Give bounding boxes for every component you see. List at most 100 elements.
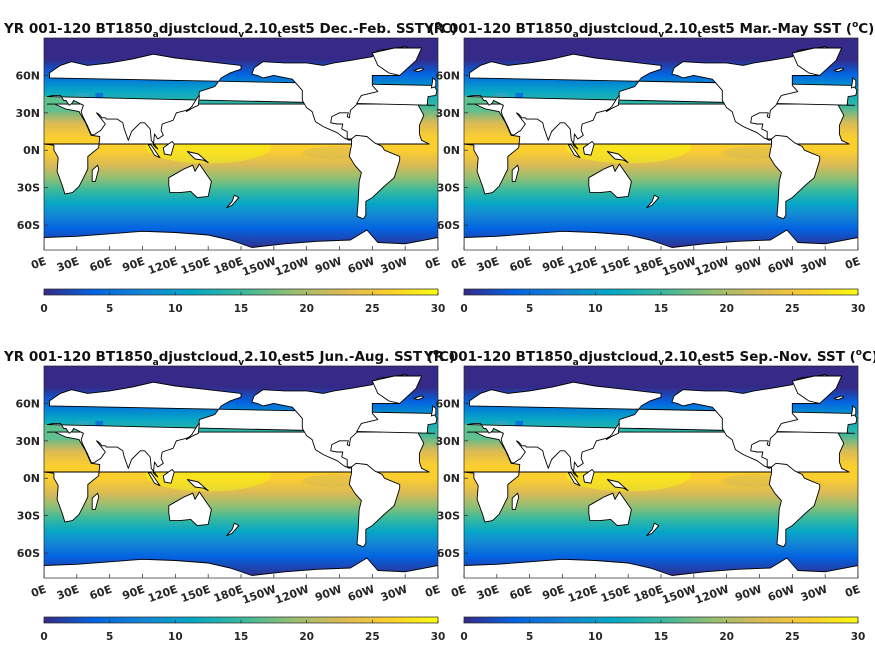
- black-sea: [494, 420, 509, 428]
- antarctica-land: [44, 557, 438, 578]
- nz-land: [646, 194, 660, 209]
- colorbar-tick-label: 30: [431, 631, 446, 643]
- colorbar-tick-label: 20: [299, 631, 314, 643]
- y-tick-label: 30N: [435, 435, 460, 448]
- japan-land: [185, 94, 200, 113]
- nz-land: [226, 194, 240, 209]
- y-tick-label: 30S: [17, 182, 40, 195]
- y-tick-label: 0N: [23, 144, 40, 157]
- antarctica-land: [464, 229, 858, 250]
- colorbar-tick-label: 30: [431, 303, 446, 315]
- map-panel-mam: 60N 30N 0N 30S 60S 0E 30E 60E 90E 120E 150E 180E 150…: [420, 0, 874, 328]
- x-tick-label: 60E: [508, 583, 534, 603]
- colorbar-tick-label: 10: [588, 303, 603, 315]
- x-tick-label: 60W: [346, 255, 376, 277]
- antarctica-land: [464, 557, 858, 578]
- x-tick-label: 120W: [693, 255, 730, 279]
- y-tick-label: 30S: [437, 510, 460, 523]
- colorbar-tick-label: 25: [785, 631, 800, 643]
- x-tick-label: 0E: [843, 255, 862, 272]
- sumatra-land: [567, 143, 581, 159]
- x-tick-label: 0E: [449, 583, 468, 600]
- black-sea: [494, 92, 509, 100]
- map-panel-jja: 60N 30N 0N 30S 60S 0E 30E 60E 90E 120E 150E 180E 150…: [0, 328, 455, 656]
- colorbar-tick-label: 25: [785, 303, 800, 315]
- panel-title: YR 001-120 BT1850adjustcloudv2.10test5 M…: [423, 20, 874, 40]
- x-tick-label: 150E: [179, 583, 212, 606]
- x-tick-label: 30E: [475, 255, 501, 275]
- nz-land: [646, 522, 660, 537]
- sst-field: [44, 366, 438, 578]
- japan-land: [605, 94, 620, 113]
- colorbar-tick-label: 0: [40, 631, 47, 643]
- new-guinea-land: [606, 151, 629, 164]
- x-tick-label: 150E: [599, 255, 632, 278]
- eurasia-land: [46, 381, 438, 478]
- x-tick-label: 120W: [273, 583, 310, 607]
- madagascar-land: [511, 492, 520, 510]
- x-tick-label: 90W: [313, 583, 343, 605]
- black-sea: [74, 420, 89, 428]
- south-america-land: [768, 134, 821, 220]
- madagascar-land: [511, 164, 520, 182]
- x-tick-label: 30W: [379, 583, 409, 605]
- x-tick-label: 60W: [346, 583, 376, 605]
- uk-land: [430, 77, 437, 89]
- colorbar-tick-label: 30: [851, 631, 866, 643]
- y-tick-label: 0N: [443, 472, 460, 485]
- map-panel-son: 60N 30N 0N 30S 60S 0E 30E 60E 90E 120E 150E 180E 150…: [420, 328, 875, 656]
- x-tick-label: 120W: [693, 583, 730, 607]
- colorbar-tick-label: 20: [299, 303, 314, 315]
- iceland-land: [833, 67, 845, 73]
- madagascar-land: [91, 164, 100, 182]
- australia-land: [168, 491, 212, 527]
- x-tick-label: 30W: [799, 255, 829, 277]
- uk-land: [430, 405, 437, 417]
- madagascar-land: [91, 492, 100, 510]
- x-tick-label: 90W: [733, 255, 763, 277]
- south-america-land: [348, 134, 401, 220]
- x-tick-label: 150E: [599, 583, 632, 606]
- y-tick-label: 30N: [15, 435, 40, 448]
- sumatra-land: [147, 143, 161, 159]
- sst-field: [44, 38, 438, 250]
- y-tick-label: 0N: [443, 144, 460, 157]
- colorbar-tick-label: 10: [168, 303, 183, 315]
- south-america-land: [768, 462, 821, 548]
- x-tick-label: 120W: [273, 255, 310, 279]
- y-tick-label: 0N: [23, 472, 40, 485]
- colorbar-tick-label: 25: [365, 631, 380, 643]
- sst-field: [464, 38, 858, 250]
- colorbar-tick-label: 15: [654, 303, 669, 315]
- y-tick-label: 60N: [15, 397, 40, 410]
- iceland-land: [833, 395, 845, 401]
- nz-land: [226, 522, 240, 537]
- japan-land: [185, 422, 200, 441]
- x-tick-label: 30E: [55, 255, 81, 275]
- australia-land: [168, 163, 212, 199]
- colorbar-tick-label: 5: [526, 303, 533, 315]
- x-tick-label: 0E: [423, 255, 442, 272]
- borneo-land: [162, 141, 175, 156]
- y-tick-label: 60S: [437, 547, 460, 560]
- greenland-land: [791, 375, 843, 404]
- x-tick-label: 120E: [146, 583, 179, 606]
- x-tick-label: 0E: [843, 583, 862, 600]
- iceland-land: [413, 67, 425, 73]
- x-tick-label: 60W: [766, 255, 796, 277]
- panel-title: YR 001-120 BT1850adjustcloudv2.10test5 J…: [3, 348, 455, 368]
- x-tick-label: 0E: [29, 583, 48, 600]
- south-america-land: [348, 462, 401, 548]
- eurasia-land: [46, 53, 438, 150]
- sumatra-land: [567, 471, 581, 487]
- colorbar-tick-label: 0: [460, 631, 467, 643]
- y-tick-label: 60N: [435, 69, 460, 82]
- panel-title: YR 001-120 BT1850adjustcloudv2.10test5 S…: [423, 348, 875, 368]
- y-tick-label: 30S: [437, 182, 460, 195]
- borneo-land: [582, 141, 595, 156]
- colorbar-tick-label: 5: [106, 631, 113, 643]
- x-tick-label: 30E: [55, 583, 81, 603]
- y-tick-label: 60N: [15, 69, 40, 82]
- uk-land: [850, 405, 857, 417]
